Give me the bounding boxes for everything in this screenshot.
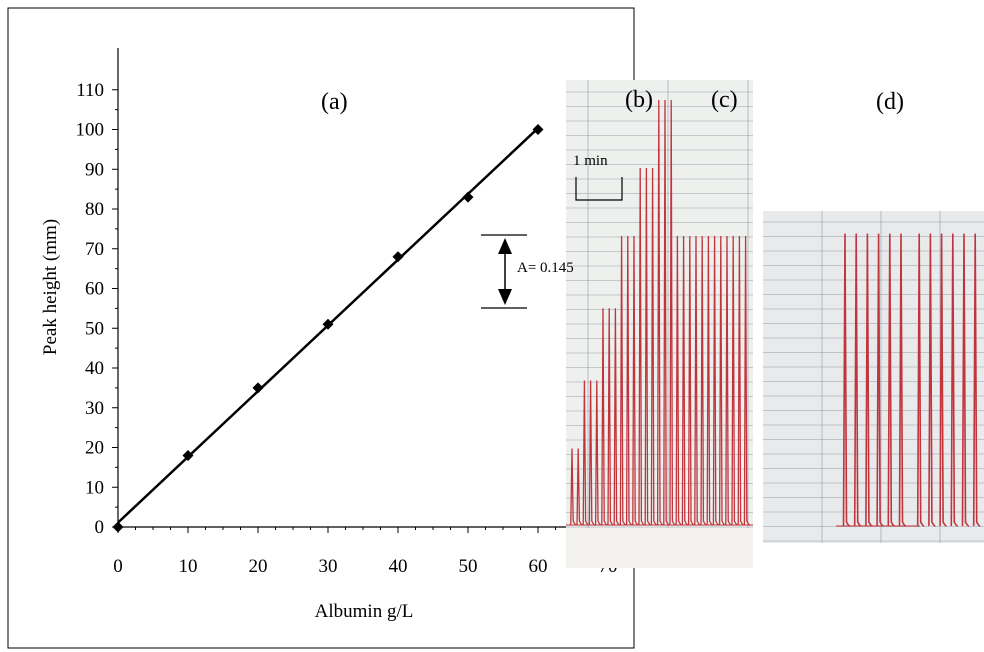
recorder-peak — [972, 233, 981, 527]
absorbance-arrow-down — [498, 289, 512, 305]
x-tick-label: 60 — [529, 556, 548, 577]
x-tick-label: 30 — [319, 556, 338, 577]
recorder-peak — [950, 233, 958, 527]
time-scale-label: 1 min — [573, 153, 608, 169]
y-tick-label: 0 — [95, 517, 105, 538]
x-tick-label: 10 — [179, 556, 198, 577]
data-point — [392, 251, 404, 263]
data-point — [532, 124, 544, 135]
recorder-peak — [928, 233, 936, 527]
data-point — [322, 318, 334, 330]
y-tick-label: 100 — [76, 120, 105, 141]
x-tick-label: 40 — [389, 556, 408, 577]
time-scale-bracket — [575, 177, 623, 201]
data-point — [252, 382, 264, 394]
x-axis-label: Albumin g/L — [315, 601, 414, 622]
absorbance-label: A= 0.145 — [517, 260, 574, 276]
y-tick-label: 50 — [85, 318, 104, 339]
panel-label-a: (a) — [321, 89, 348, 115]
absorbance-arrow-up — [498, 238, 512, 254]
recorder-peaks-bc — [566, 99, 753, 526]
recorder-peak — [961, 233, 970, 527]
y-axis-label: Peak height (mm) — [40, 219, 61, 355]
y-axis-ticks: 0 10 20 30 40 50 60 70 80 90 100 110 — [76, 80, 118, 538]
y-tick-label: 20 — [85, 438, 104, 459]
panel-label-c: (c) — [711, 87, 738, 113]
recorder-peak — [939, 233, 947, 527]
x-tick-label: 50 — [459, 556, 478, 577]
recorder-paper-d — [763, 211, 984, 543]
x-tick-label: 0 — [113, 556, 123, 577]
y-tick-label: 90 — [85, 159, 104, 180]
y-tick-label: 40 — [85, 358, 104, 379]
recorder-baseline-band — [566, 528, 753, 568]
recorder-peaks-d — [836, 233, 981, 527]
panel-label-d: (d) — [876, 89, 904, 115]
panel-label-b: (b) — [625, 87, 653, 113]
y-tick-label: 10 — [85, 477, 104, 498]
y-tick-label: 30 — [85, 398, 104, 419]
data-point — [112, 521, 124, 533]
data-markers — [112, 124, 544, 533]
y-tick-label: 60 — [85, 279, 104, 300]
recorder-peak — [916, 233, 925, 527]
data-point — [462, 191, 474, 203]
y-tick-label: 80 — [85, 199, 104, 220]
absorbance-indicator: A= 0.145 — [481, 234, 574, 309]
recorder-panel-d — [763, 211, 984, 543]
y-tick-label: 70 — [85, 239, 104, 260]
data-point — [182, 449, 194, 461]
x-tick-label: 20 — [249, 556, 268, 577]
recorder-panel-bc: 1 min — [566, 80, 753, 568]
recorder-grid-d — [763, 211, 984, 543]
y-tick-label: 110 — [76, 80, 104, 101]
